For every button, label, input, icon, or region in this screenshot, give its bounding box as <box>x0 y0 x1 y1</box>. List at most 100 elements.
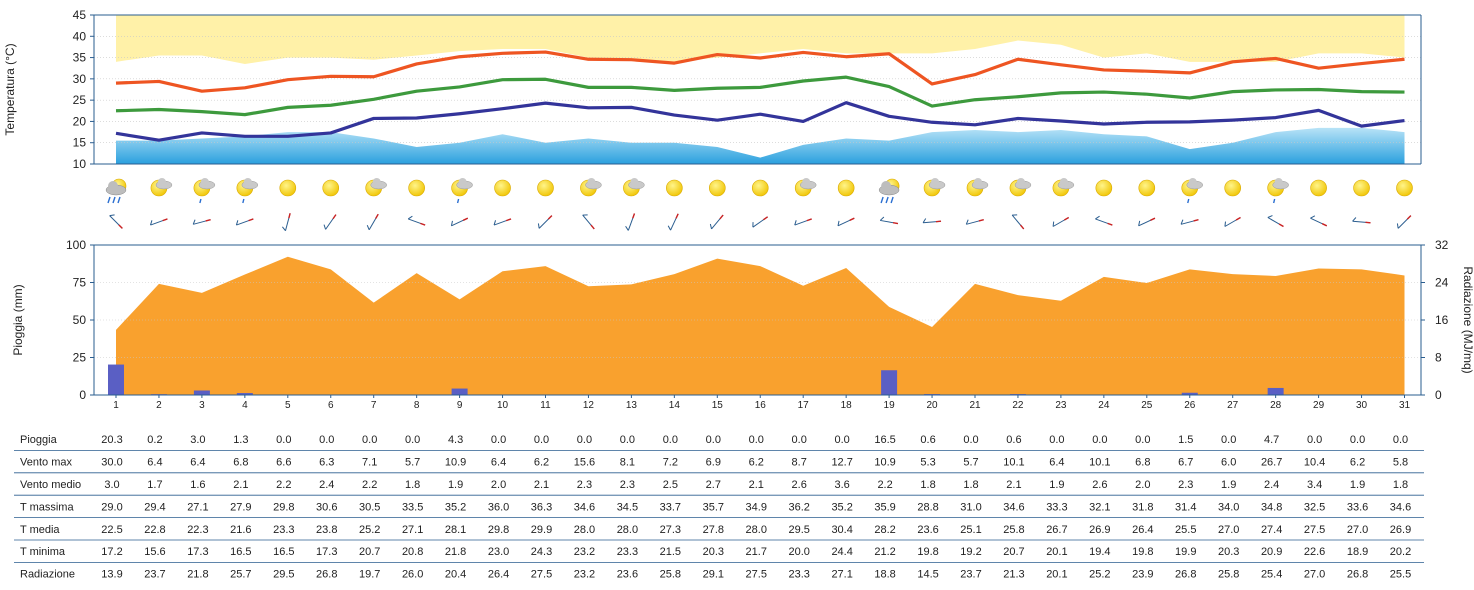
table-cell-value: 6.2 <box>534 457 549 469</box>
table-cell-value: 35.9 <box>874 501 895 513</box>
table-cell-value: 23.3 <box>273 524 294 536</box>
sun-icon <box>1139 180 1155 196</box>
table-cell-value: 0.0 <box>1092 434 1107 446</box>
table-cell-value: 27.4 <box>1261 524 1282 536</box>
table-cell-value: 1.9 <box>1350 479 1365 491</box>
wind-arrow-icon <box>667 212 678 230</box>
table-cell-value: 19.7 <box>359 569 380 581</box>
table-cell-value: 1.8 <box>920 479 935 491</box>
table-cell-value: 0.0 <box>1307 434 1322 446</box>
wind-arrow-head <box>1108 223 1113 225</box>
day-tick-label: 26 <box>1184 400 1196 411</box>
table-cell-value: 21.2 <box>874 546 895 558</box>
table-cell-value: 26.8 <box>316 569 337 581</box>
wind-arrow-head <box>807 219 812 221</box>
rain-bar <box>881 370 897 395</box>
table-cell-value: 19.8 <box>1132 546 1153 558</box>
table-cell-value: 33.6 <box>1347 501 1368 513</box>
rain-drop <box>886 197 888 203</box>
day-tick-label: 13 <box>626 400 638 411</box>
radiation-area <box>116 257 1405 395</box>
table-cell-value: 0.0 <box>577 434 592 446</box>
day-tick-label: 20 <box>926 400 938 411</box>
table-cell-value: 2.2 <box>362 479 377 491</box>
table-cell-value: 35.7 <box>703 501 724 513</box>
day-tick-label: 11 <box>540 400 551 411</box>
table-cell-value: 3.0 <box>104 479 119 491</box>
radiation-y-tick-label: 16 <box>1435 313 1449 327</box>
table-cell-value: 19.8 <box>917 546 938 558</box>
temperature-y-tick-label: 20 <box>73 114 87 128</box>
wind-arrow-head <box>1194 220 1199 221</box>
table-cell-value: 27.0 <box>1347 524 1368 536</box>
table-cell-value: 0.0 <box>1350 434 1365 446</box>
table-cell-value: 32.1 <box>1089 501 1110 513</box>
table-cell-value: 25.7 <box>230 569 251 581</box>
table-cell-value: 23.7 <box>144 569 165 581</box>
table-cell-value: 2.4 <box>319 479 334 491</box>
table-cell-value: 21.3 <box>1003 569 1024 581</box>
wind-arrow-icon <box>751 214 768 228</box>
wind-arrow-icon <box>965 216 983 225</box>
table-cell-value: 1.9 <box>1049 479 1064 491</box>
sun-icon <box>280 180 296 196</box>
table-cell-value: 6.0 <box>1221 457 1236 469</box>
wind-arrow-icon <box>235 215 253 225</box>
table-cell-value: 36.0 <box>488 501 509 513</box>
table-cell-value: 10.1 <box>1003 457 1024 469</box>
wind-arrow-head <box>506 219 511 221</box>
wind-arrow-head <box>1236 218 1240 221</box>
sun-icon <box>752 180 768 196</box>
temperature-y-tick-label: 25 <box>73 93 87 107</box>
table-cell-value: 6.4 <box>491 457 506 469</box>
table-cell-value: 1.9 <box>1221 479 1236 491</box>
table-cell-value: 4.7 <box>1264 434 1279 446</box>
day-tick-label: 12 <box>583 400 595 411</box>
table-cell-value: 25.8 <box>1003 524 1024 536</box>
table-cell-value: 20.3 <box>101 434 122 446</box>
table-cell-value: 31.4 <box>1175 501 1196 513</box>
sun-cloud-rain-icon <box>879 179 899 203</box>
table-cell-value: 0.0 <box>1135 434 1150 446</box>
table-cell-value: 34.0 <box>1218 501 1239 513</box>
wind-arrow-head <box>1322 224 1327 226</box>
table-cell-value: 0.2 <box>147 434 162 446</box>
wind-arrow-head <box>376 214 379 218</box>
table-cell-value: 25.8 <box>1218 569 1239 581</box>
table-cell-value: 23.2 <box>574 546 595 558</box>
table-cell-value: 20.3 <box>1218 546 1239 558</box>
table-cell-value: 36.2 <box>788 501 809 513</box>
table-cell-value: 0.0 <box>792 434 807 446</box>
table-cell-value: 0.0 <box>1393 434 1408 446</box>
table-cell-value: 28.8 <box>917 501 938 513</box>
table-cell-value: 0.0 <box>276 434 291 446</box>
table-cell-value: 10.9 <box>874 457 895 469</box>
rain-drop <box>243 199 244 203</box>
table-cell-value: 7.2 <box>663 457 678 469</box>
day-tick-label: 23 <box>1055 400 1067 411</box>
day-tick-label: 19 <box>884 400 896 411</box>
sun-icon <box>495 180 511 196</box>
wind-arrow-icon <box>708 213 723 229</box>
table-cell-value: 29.5 <box>273 569 294 581</box>
table-cell-value: 15.6 <box>574 457 595 469</box>
table-cell-value: 26.8 <box>1175 569 1196 581</box>
table-cell-value: 29.0 <box>101 501 122 513</box>
radiation-y-label: Radiazione (MJ/mq) <box>1461 266 1474 373</box>
wind-arrow-icon <box>366 212 378 230</box>
cloud-puff <box>881 181 891 191</box>
sun-cloud-icon <box>151 178 172 196</box>
sun-cloud-icon <box>623 178 644 196</box>
cloud-puff <box>244 178 252 186</box>
sun-disc <box>666 180 682 196</box>
sun-icon <box>1397 180 1413 196</box>
table-cell-value: 23.3 <box>788 569 809 581</box>
cloud-puff <box>630 178 638 186</box>
table-cell-value: 16.5 <box>874 434 895 446</box>
table-cell-value: 27.5 <box>746 569 767 581</box>
table-cell-value: 20.7 <box>1003 546 1024 558</box>
day-tick-label: 17 <box>798 400 810 411</box>
table-cell-value: 14.5 <box>917 569 938 581</box>
day-tick-label: 18 <box>841 400 853 411</box>
wind-arrow-head <box>420 223 425 225</box>
